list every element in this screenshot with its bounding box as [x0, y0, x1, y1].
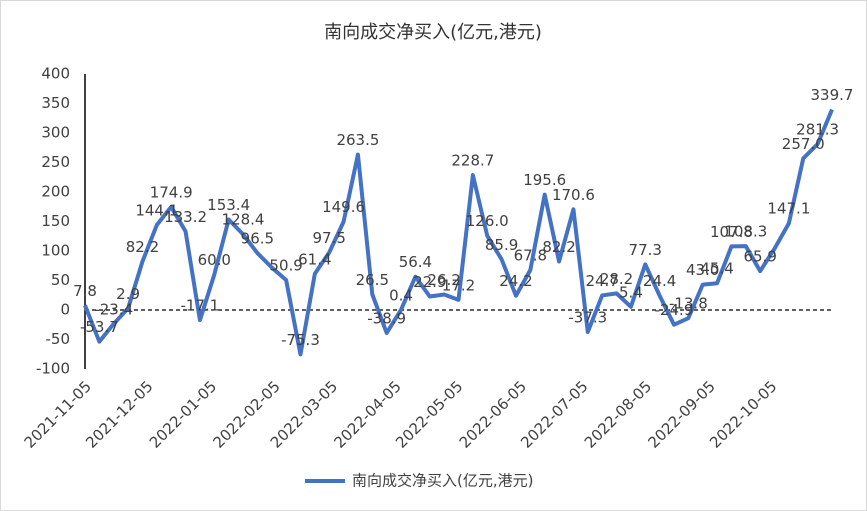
value-label: -24.9: [655, 301, 694, 319]
value-label: 195.6: [523, 171, 566, 189]
value-label: 77.3: [629, 241, 662, 259]
value-label: 24.2: [499, 272, 532, 290]
value-label: 263.5: [336, 131, 379, 149]
value-label: 50.9: [269, 256, 302, 274]
value-label: 128.4: [222, 211, 265, 229]
value-label: -23.4: [94, 300, 133, 318]
y-tick-label: 400: [41, 65, 70, 83]
y-tick-label: -100: [36, 360, 70, 378]
value-label: 82.2: [542, 238, 575, 256]
value-label: 174.9: [150, 183, 193, 201]
value-label: 170.6: [552, 186, 595, 204]
y-tick-label: 150: [41, 212, 70, 230]
value-label: 339.7: [811, 86, 854, 104]
legend-label: 南向成交净买入(亿元,港元): [352, 472, 533, 490]
value-label: 67.8: [514, 246, 547, 264]
value-label: 43.0: [686, 261, 719, 279]
value-label: 147.1: [767, 200, 810, 218]
y-tick-label: 300: [41, 124, 70, 142]
y-tick-label: 100: [41, 242, 70, 260]
value-label: 28.2: [600, 270, 633, 288]
value-label: 0.4: [389, 286, 413, 304]
value-label: 107.8: [710, 223, 753, 241]
value-label: -17.1: [181, 297, 220, 315]
value-label: 24.4: [643, 272, 676, 290]
value-label: 22.9: [413, 273, 446, 291]
chart-title: 南向成交净买入(亿元,港元): [324, 22, 542, 43]
value-label: -38.9: [367, 309, 406, 327]
value-label: 61.4: [298, 250, 331, 268]
value-label: 108.3: [724, 223, 767, 241]
y-tick-label: 200: [41, 183, 70, 201]
value-label: 7.8: [73, 282, 97, 300]
value-label: 45.4: [700, 260, 733, 278]
y-tick-label: -50: [46, 330, 71, 348]
value-label: -53.7: [80, 318, 119, 336]
value-label: 85.9: [485, 236, 518, 254]
y-tick-label: 0: [60, 301, 70, 319]
value-label: 17.2: [442, 276, 475, 294]
value-label: 133.2: [164, 208, 207, 226]
value-label: 26.2: [427, 271, 460, 289]
value-label: 2.9: [116, 285, 140, 303]
data-line: [83, 108, 834, 357]
y-tick-label: 50: [51, 271, 70, 289]
value-label: 60.0: [198, 251, 231, 269]
value-label: 65.9: [743, 248, 776, 266]
value-label: 281.3: [796, 121, 839, 139]
value-label: 228.7: [451, 152, 494, 170]
value-label: 5.4: [619, 283, 643, 301]
value-label: 126.0: [466, 212, 509, 230]
value-label: 97.5: [313, 229, 346, 247]
value-label: 257.0: [782, 135, 825, 153]
value-label: 82.2: [126, 238, 159, 256]
value-label: 144.1: [135, 201, 178, 219]
value-label: -37.3: [568, 309, 607, 327]
value-label: -13.8: [669, 295, 708, 313]
value-label: 149.6: [322, 198, 365, 216]
value-label: 153.4: [207, 196, 250, 214]
y-tick-label: 350: [41, 94, 70, 112]
value-label: 96.5: [241, 230, 274, 248]
value-label: -75.3: [281, 331, 320, 349]
value-label: 26.5: [356, 271, 389, 289]
value-label: 24.7: [585, 272, 618, 290]
value-label: 56.4: [399, 253, 432, 271]
y-tick-label: 250: [41, 153, 70, 171]
